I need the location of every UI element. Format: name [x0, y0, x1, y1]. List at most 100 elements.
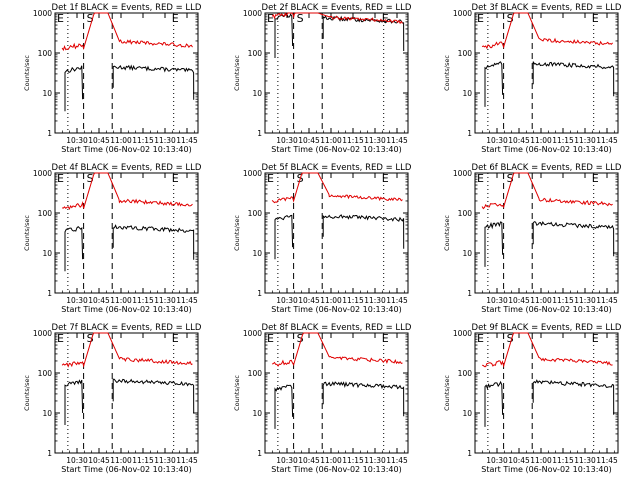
y-tick-label: 1	[47, 289, 52, 298]
lld-series-line	[271, 12, 403, 25]
x-axis-label: Start Time (06-Nov-02 10:13:40)	[271, 145, 401, 154]
panel-det-7f: Det 7f BLACK = Events, RED = LLD 1 10 100 10…	[23, 323, 202, 474]
y-tick-label: 100	[38, 49, 53, 58]
event-marker: E	[57, 332, 64, 345]
x-axis-label: Start Time (06-Nov-02 10:13:40)	[481, 305, 611, 314]
y-tick-label: 1000	[453, 9, 472, 18]
event-marker: E	[267, 332, 274, 345]
y-tick-label: 100	[458, 209, 473, 218]
plot-frame	[54, 12, 199, 134]
x-tick-label: 11:30	[364, 136, 386, 145]
x-tick-label: 11:15	[132, 136, 154, 145]
x-tick-label: 10:45	[88, 296, 110, 305]
y-tick-label: 10	[42, 249, 52, 258]
x-tick-label: 11:15	[132, 296, 154, 305]
plot-frame	[474, 332, 619, 454]
x-axis-label: Start Time (06-Nov-02 10:13:40)	[61, 145, 191, 154]
event-marker: E	[477, 12, 484, 25]
x-tick-label: 11:15	[342, 296, 364, 305]
y-axis-label: Counts/sec	[233, 375, 241, 411]
x-tick-label: 11:00	[320, 456, 342, 465]
panel-title: Det 3f BLACK = Events, RED = LLD	[472, 3, 622, 13]
x-tick-label: 11:00	[530, 296, 552, 305]
event-marker: E	[592, 172, 599, 185]
events-series-line	[274, 384, 294, 429]
panel-title: Det 5f BLACK = Events, RED = LLD	[262, 163, 412, 173]
lld-series-line	[62, 172, 193, 211]
panel-det-3f: Det 3f BLACK = Events, RED = LLD 1 10 100 10…	[443, 3, 622, 154]
events-series-line	[64, 226, 84, 272]
panel-title: Det 4f BLACK = Events, RED = LLD	[52, 163, 202, 173]
y-axis-label: Counts/sec	[23, 215, 31, 251]
events-series-line	[64, 65, 84, 112]
event-marker: S	[507, 172, 514, 185]
y-axis-label: Counts/sec	[443, 55, 451, 91]
lld-series-line	[271, 332, 403, 367]
events-series-line	[484, 380, 504, 427]
x-axis-label: Start Time (06-Nov-02 10:13:40)	[61, 305, 191, 314]
x-tick-label: 11:45	[386, 136, 408, 145]
y-tick-label: 1000	[453, 329, 472, 338]
x-tick-label: 10:45	[88, 136, 110, 145]
y-tick-label: 1	[467, 289, 472, 298]
panel-title: Det 7f BLACK = Events, RED = LLD	[52, 323, 202, 333]
x-axis-label: Start Time (06-Nov-02 10:13:40)	[271, 465, 401, 474]
event-marker: E	[382, 172, 389, 185]
events-series-line	[112, 64, 195, 100]
plot-frame	[264, 172, 409, 294]
y-tick-label: 10	[42, 409, 52, 418]
x-tick-label: 11:00	[530, 456, 552, 465]
y-tick-label: 10	[252, 249, 262, 258]
x-tick-label: 11:45	[176, 296, 198, 305]
panel-title: Det 8f BLACK = Events, RED = LLD	[262, 323, 412, 333]
x-tick-label: 11:15	[552, 296, 574, 305]
x-tick-label: 11:15	[342, 136, 364, 145]
x-tick-label: 11:45	[596, 456, 618, 465]
x-tick-label: 11:30	[574, 456, 596, 465]
panel-title: Det 1f BLACK = Events, RED = LLD	[52, 3, 202, 13]
x-tick-label: 11:30	[364, 296, 386, 305]
x-tick-label: 10:45	[298, 456, 320, 465]
y-axis-label: Counts/sec	[443, 375, 451, 411]
x-tick-label: 10:30	[66, 456, 88, 465]
x-tick-label: 10:30	[276, 456, 298, 465]
x-axis-label: Start Time (06-Nov-02 10:13:40)	[271, 305, 401, 314]
x-axis-label: Start Time (06-Nov-02 10:13:40)	[61, 465, 191, 474]
event-marker: E	[592, 12, 599, 25]
y-tick-label: 10	[42, 89, 52, 98]
y-tick-label: 100	[248, 369, 263, 378]
x-axis-label: Start Time (06-Nov-02 10:13:40)	[481, 465, 611, 474]
events-series-line	[322, 381, 405, 417]
y-tick-label: 100	[458, 369, 473, 378]
y-axis-label: Counts/sec	[23, 55, 31, 91]
y-tick-label: 100	[248, 49, 263, 58]
x-tick-label: 11:00	[110, 136, 132, 145]
y-tick-label: 10	[462, 89, 472, 98]
y-tick-label: 1000	[33, 169, 52, 178]
panel-det-9f: Det 9f BLACK = Events, RED = LLD 1 10 100 10…	[443, 323, 622, 474]
lld-series-line	[61, 332, 193, 368]
event-marker: S	[87, 172, 94, 185]
y-tick-label: 10	[462, 409, 472, 418]
x-tick-label: 10:30	[486, 296, 508, 305]
y-axis-label: Counts/sec	[233, 215, 241, 251]
x-tick-label: 11:00	[110, 456, 132, 465]
x-tick-label: 10:45	[298, 136, 320, 145]
x-tick-label: 10:30	[486, 456, 508, 465]
y-tick-label: 100	[38, 369, 53, 378]
x-tick-label: 11:45	[596, 136, 618, 145]
y-tick-label: 1	[257, 129, 262, 138]
event-marker: E	[267, 12, 274, 25]
x-tick-label: 11:15	[552, 456, 574, 465]
x-tick-label: 11:30	[154, 296, 176, 305]
panel-title: Det 9f BLACK = Events, RED = LLD	[472, 323, 622, 333]
plot-frame	[474, 12, 619, 134]
x-tick-label: 10:45	[508, 296, 530, 305]
y-tick-label: 1	[257, 449, 262, 458]
event-marker: E	[382, 12, 389, 25]
event-marker: E	[172, 332, 179, 345]
y-tick-label: 100	[248, 209, 263, 218]
y-tick-label: 1	[47, 449, 52, 458]
x-tick-label: 11:45	[176, 136, 198, 145]
